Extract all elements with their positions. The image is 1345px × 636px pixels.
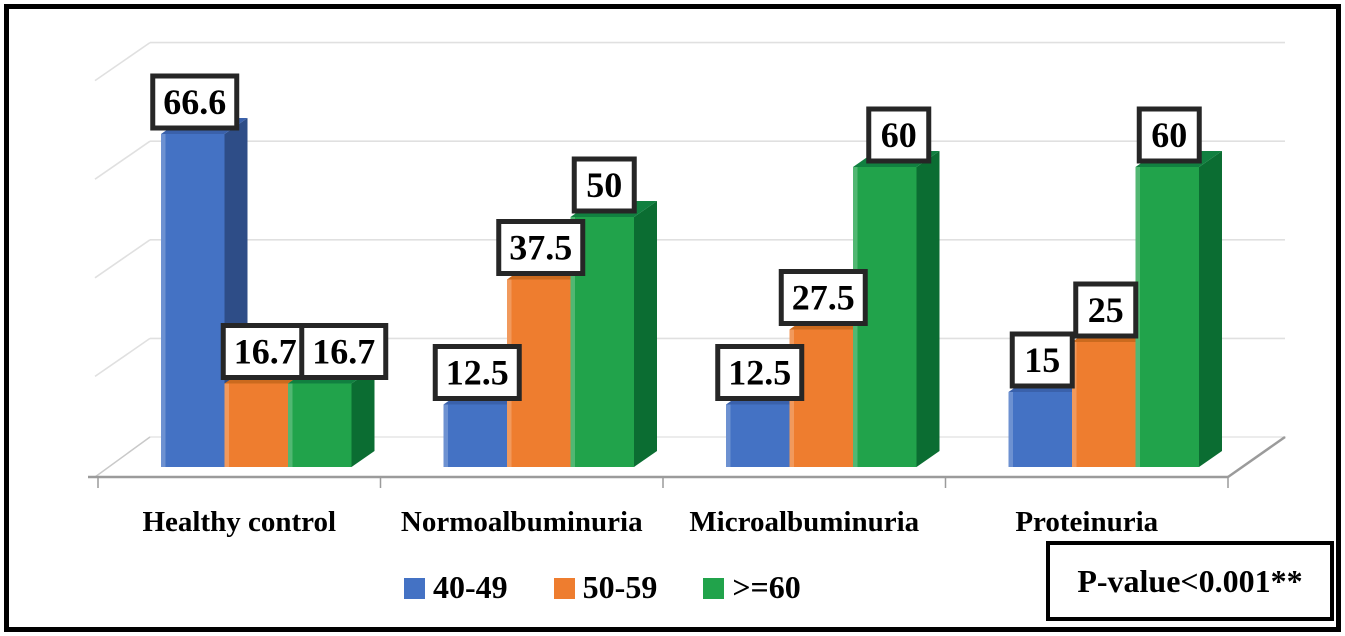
bar-normoalbuminuria-60-side: [634, 201, 657, 467]
bar-proteinuria-40-49-highlight: [1008, 392, 1013, 467]
chart-legend: 40-49 50-59 >=60: [404, 566, 801, 608]
data-label-proteinuria-40-49: 15: [1024, 340, 1060, 380]
data-label-proteinuria-50-59: 25: [1088, 290, 1124, 330]
category-label-microalbuminuria: Microalbuminuria: [689, 506, 919, 538]
gridline-sidewall-60: [94, 140, 151, 180]
bar-proteinuria-50-59-highlight: [1072, 342, 1077, 467]
bar-healthy-control-50-59-highlight: [224, 383, 229, 467]
bar-healthy-control-40-49-highlight: [161, 134, 166, 467]
data-label-normoalbuminuria-50-59: 37.5: [509, 228, 572, 268]
legend-item-40-49: 40-49: [404, 568, 508, 606]
data-label-healthy-control-40-49-box: [150, 73, 240, 131]
data-label-proteinuria-40-49-box: [1009, 331, 1075, 389]
gridline-sidewall-20: [94, 337, 151, 378]
data-label-microalbuminuria-40-49: 12.5: [728, 353, 791, 393]
category-label-normoalbuminuria: Normoalbuminuria: [401, 506, 643, 538]
legend-label-ge60: >=60: [732, 569, 801, 605]
floor-right-edge: [1227, 435, 1286, 479]
data-label-proteinuria-60-box: [1136, 106, 1202, 164]
legend-item-ge60: >=60: [703, 568, 801, 606]
legend-item-50-59: 50-59: [553, 568, 658, 606]
data-label-healthy-control-50-59: 16.7: [234, 332, 297, 372]
bar-microalbuminuria-40-49-highlight: [726, 404, 731, 467]
bar-microalbuminuria-60-side: [916, 151, 940, 467]
data-label-healthy-control-60-box: [299, 323, 389, 380]
bar-healthy-control-40-49: [161, 134, 225, 467]
data-label-proteinuria-50-59-box: [1073, 281, 1139, 339]
floor-left-edge: [94, 436, 151, 478]
bar-proteinuria-60: [1135, 167, 1199, 467]
category-label-healthy-control: Healthy control: [142, 506, 336, 538]
data-label-microalbuminuria-50-59-box: [778, 269, 868, 326]
bar-healthy-control-50-59: [224, 383, 288, 467]
data-label-normoalbuminuria-50-59-box: [496, 219, 586, 276]
legend-swatch-blue: [404, 578, 425, 599]
data-label-microalbuminuria-40-49-box: [715, 344, 805, 401]
data-label-healthy-control-40-49: 66.6: [163, 82, 226, 122]
data-label-normoalbuminuria-60: 50: [586, 165, 622, 205]
category-label-proteinuria: Proteinuria: [1015, 506, 1158, 538]
bar-normoalbuminuria-40-49-highlight: [443, 404, 448, 467]
gridline-sidewall-80: [94, 41, 151, 82]
bar-normoalbuminuria-60-highlight: [570, 217, 575, 467]
data-label-microalbuminuria-60: 60: [881, 115, 917, 155]
legend-swatch-green: [703, 578, 725, 599]
bar-healthy-control-60-highlight: [288, 383, 293, 467]
legend-label-50-59: 50-59: [582, 569, 658, 605]
p-value-box: P-value<0.001**: [1046, 541, 1334, 621]
data-label-healthy-control-60: 16.7: [312, 332, 375, 372]
bar-healthy-control-60-side: [351, 367, 375, 467]
bar-normoalbuminuria-40-49: [443, 404, 507, 467]
data-label-microalbuminuria-50-59: 27.5: [792, 278, 855, 318]
data-label-microalbuminuria-60-box: [866, 106, 932, 164]
p-value-text: P-value<0.001**: [1077, 562, 1303, 599]
gridline-sidewall-40: [94, 239, 151, 279]
legend-swatch-orange: [553, 578, 575, 599]
legend-label-40-49: 40-49: [433, 569, 508, 605]
data-label-normoalbuminuria-40-49-box: [432, 344, 522, 401]
bar-healthy-control-60: [288, 383, 352, 467]
data-label-normoalbuminuria-40-49: 12.5: [446, 353, 509, 393]
data-label-normoalbuminuria-60-box: [571, 156, 637, 214]
bar-proteinuria-50-59: [1072, 342, 1136, 467]
data-label-proteinuria-60: 60: [1151, 115, 1187, 155]
bar-proteinuria-60-side: [1199, 151, 1222, 467]
bar-microalbuminuria-40-49: [726, 404, 790, 467]
bar-proteinuria-40-49: [1008, 392, 1072, 467]
